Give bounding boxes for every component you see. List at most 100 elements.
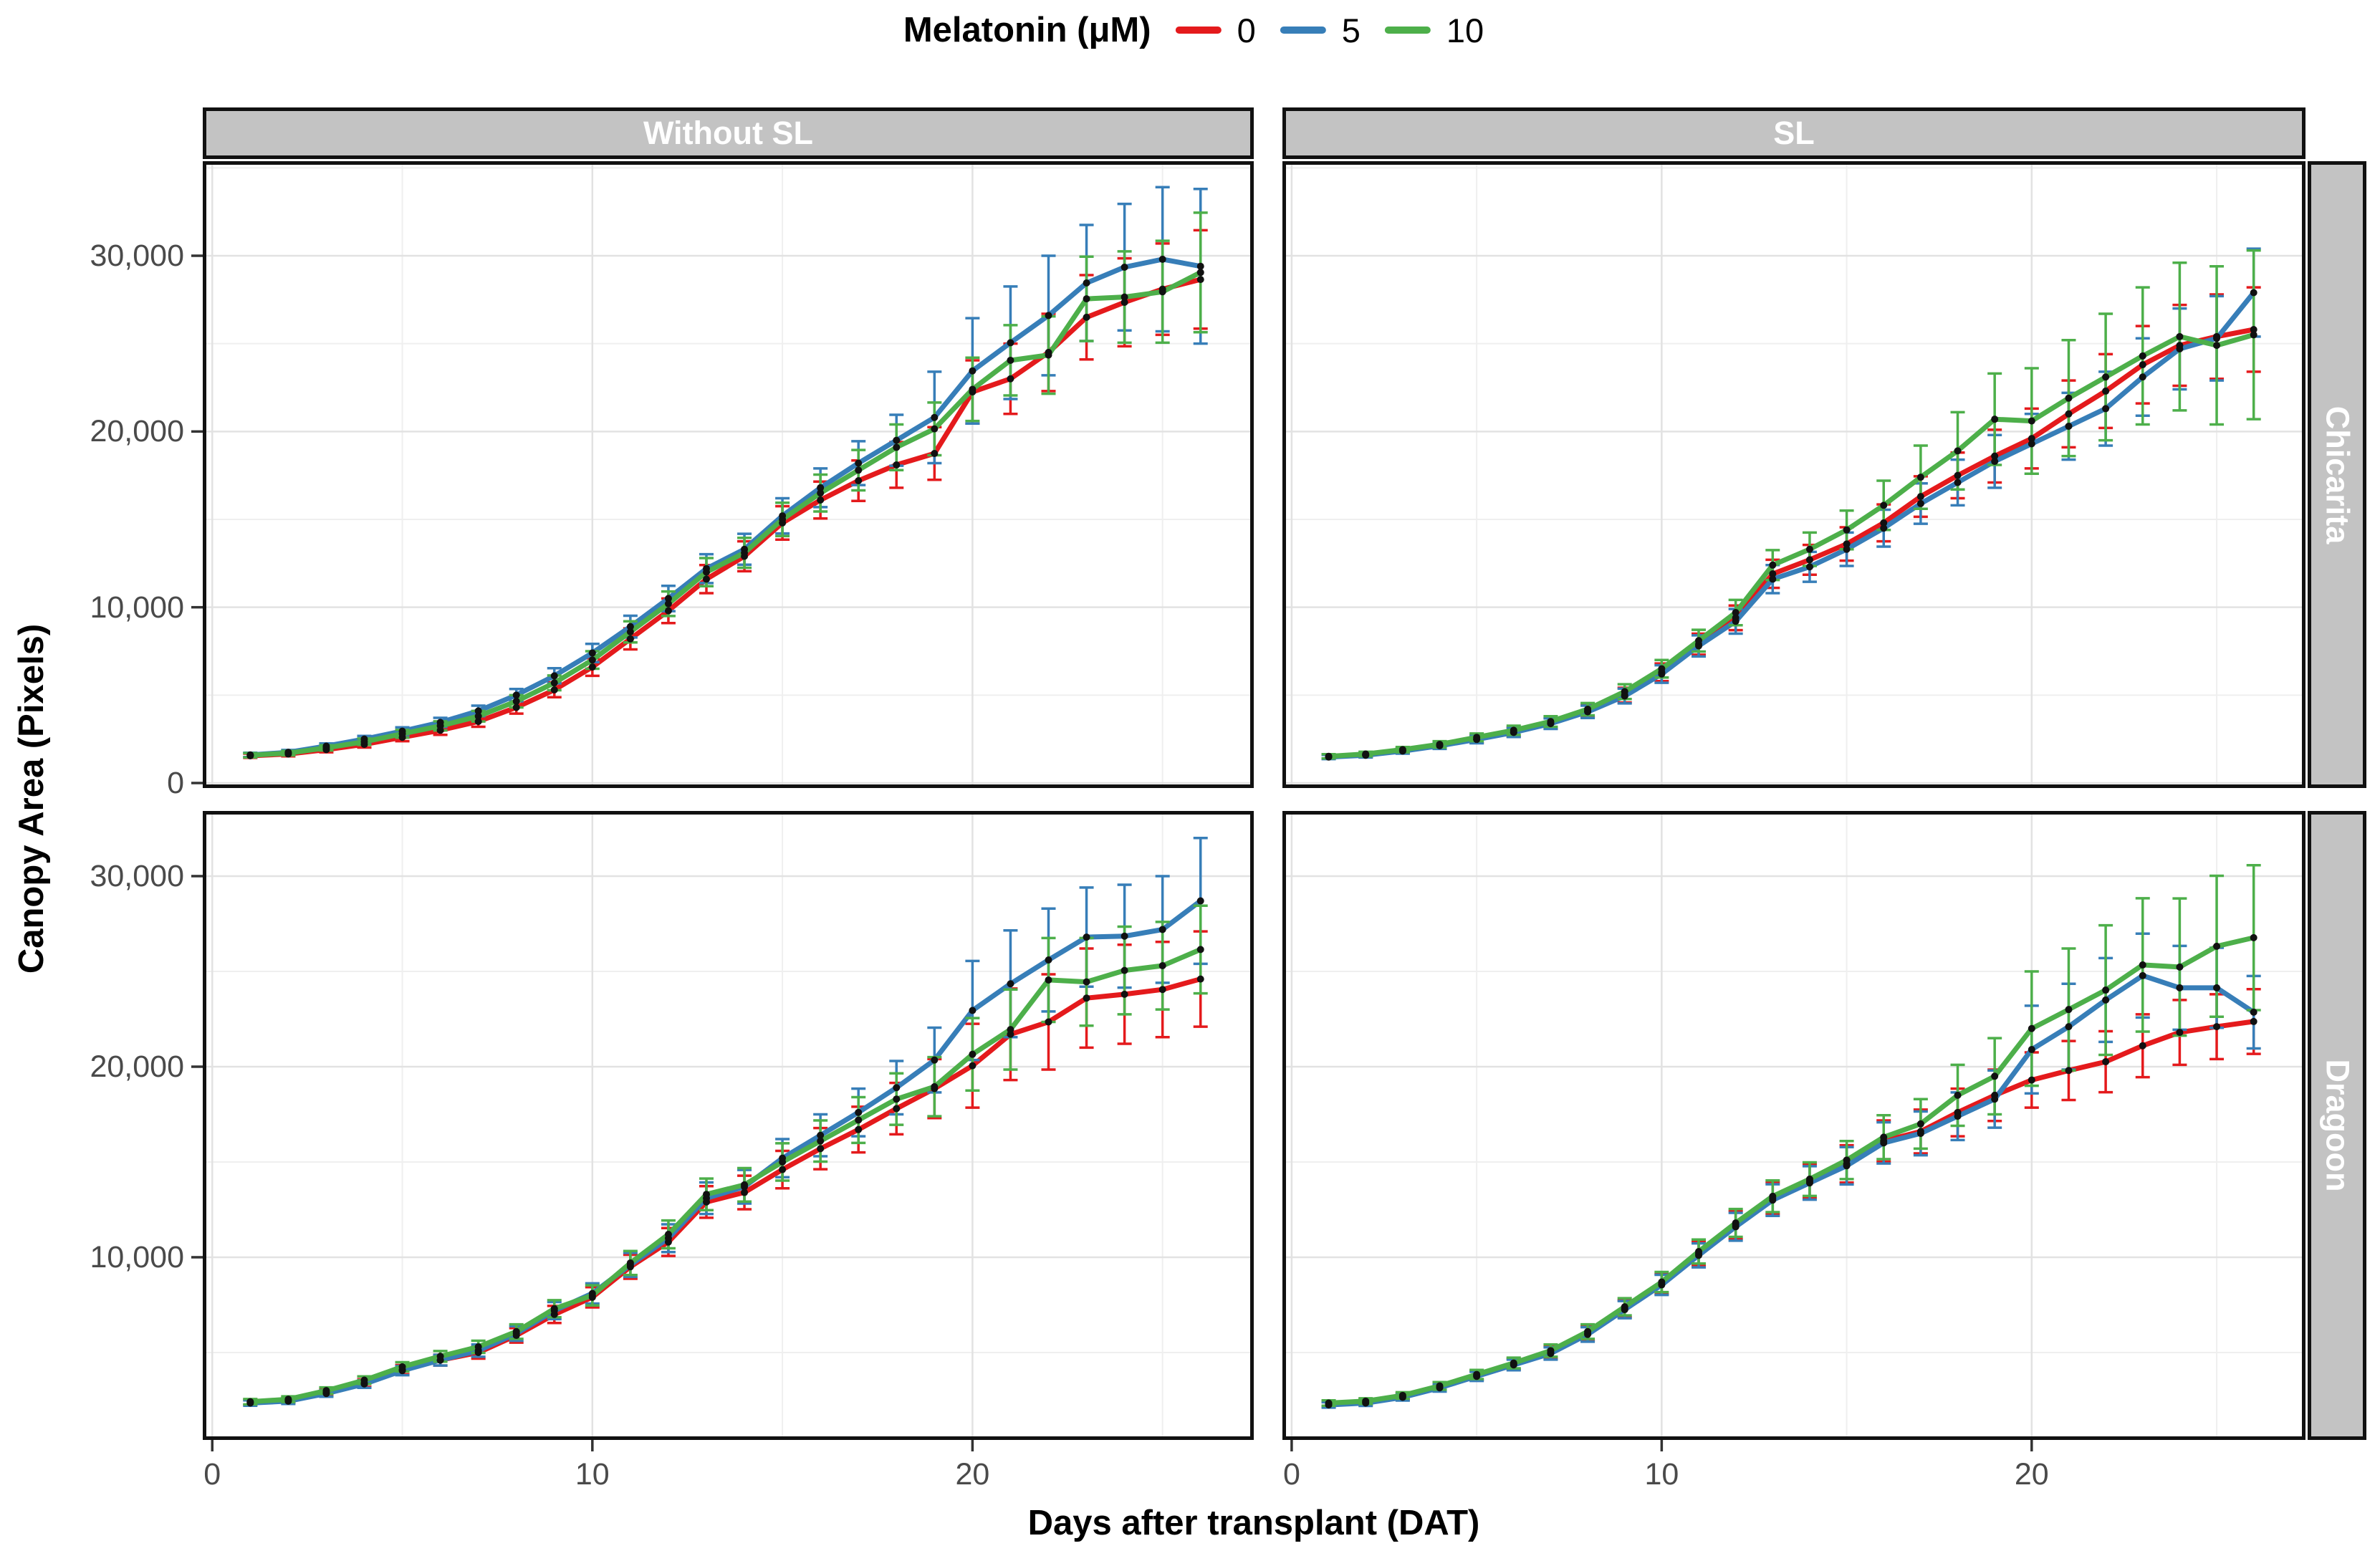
- series-line-5: [1326, 290, 2257, 760]
- data-point-5: [2028, 440, 2035, 448]
- data-point-10: [1007, 1026, 1014, 1034]
- data-point-0: [2065, 410, 2073, 418]
- data-point-5: [1991, 458, 1999, 466]
- data-point-10: [1880, 501, 1888, 509]
- facet-strip-label: SL: [1773, 115, 1815, 151]
- data-point-5: [2028, 1046, 2035, 1054]
- data-point-5: [817, 1131, 825, 1139]
- data-point-10: [1954, 447, 1962, 455]
- data-point-5: [2176, 345, 2184, 353]
- data-point-10: [2102, 373, 2110, 381]
- y-tick-label: 20,000: [90, 1049, 184, 1084]
- data-point-5: [1732, 618, 1740, 625]
- data-point-5: [1991, 1095, 1999, 1103]
- data-point-5: [1916, 499, 1924, 507]
- data-point-10: [1880, 1133, 1888, 1141]
- data-point-10: [2139, 352, 2146, 360]
- data-point-10: [284, 749, 292, 757]
- data-point-5: [2065, 1023, 2073, 1031]
- data-point-10: [1769, 1192, 1777, 1200]
- data-point-10: [360, 738, 368, 746]
- data-point-5: [855, 1108, 863, 1116]
- data-point-10: [2139, 961, 2146, 969]
- data-point-0: [779, 1166, 787, 1173]
- x-tick-label: 10: [1644, 1457, 1679, 1492]
- data-point-5: [893, 436, 901, 444]
- x-tick-label: 20: [955, 1457, 990, 1492]
- data-point-0: [1196, 276, 1204, 284]
- data-point-10: [1658, 1278, 1666, 1286]
- data-point-5: [969, 1007, 977, 1014]
- data-point-10: [1954, 1091, 1962, 1099]
- data-point-10: [588, 1292, 596, 1300]
- data-point-5: [2176, 984, 2184, 991]
- data-point-5: [512, 691, 520, 699]
- data-point-0: [1083, 313, 1090, 321]
- data-point-5: [474, 707, 482, 715]
- x-tick-label: 0: [203, 1457, 221, 1492]
- data-point-10: [436, 722, 444, 730]
- legend-item-label: 0: [1237, 11, 1256, 49]
- data-point-5: [1045, 312, 1052, 320]
- data-point-10: [855, 1116, 863, 1124]
- data-point-10: [1121, 966, 1128, 974]
- data-point-10: [512, 1327, 520, 1335]
- data-point-0: [2028, 1076, 2035, 1084]
- data-point-10: [1695, 637, 1703, 645]
- data-point-10: [817, 1137, 825, 1145]
- data-point-0: [1769, 570, 1777, 578]
- y-tick-label: 30,000: [90, 238, 184, 273]
- data-point-10: [1584, 705, 1592, 713]
- data-point-10: [1916, 1120, 1924, 1128]
- data-point-10: [398, 1363, 406, 1370]
- data-point-10: [1510, 726, 1517, 734]
- data-point-5: [931, 413, 939, 421]
- data-point-0: [2139, 1042, 2146, 1050]
- data-point-10: [2102, 986, 2110, 994]
- data-point-5: [855, 459, 863, 467]
- data-point-10: [1436, 741, 1444, 749]
- data-point-10: [2213, 342, 2221, 350]
- data-point-0: [2028, 435, 2035, 443]
- data-point-10: [360, 1376, 368, 1384]
- data-point-10: [2028, 417, 2035, 425]
- data-point-10: [1196, 269, 1204, 277]
- data-point-10: [1916, 474, 1924, 481]
- y-tick-label: 10,000: [90, 1239, 184, 1274]
- data-point-10: [284, 1396, 292, 1403]
- data-point-0: [1121, 990, 1128, 998]
- data-point-5: [550, 672, 558, 680]
- data-point-0: [702, 575, 710, 583]
- panel-border: [1282, 161, 2305, 788]
- data-point-0: [474, 718, 482, 726]
- data-point-0: [855, 477, 863, 485]
- data-point-10: [1843, 1156, 1851, 1164]
- y-tick-label: 30,000: [90, 858, 184, 893]
- data-point-0: [1880, 519, 1888, 527]
- legend-title: Melatonin (μM): [903, 11, 1151, 49]
- data-point-0: [664, 607, 672, 615]
- data-point-5: [1158, 255, 1166, 263]
- data-point-10: [1045, 351, 1052, 359]
- data-point-5: [1196, 897, 1204, 905]
- x-tick-label: 10: [575, 1457, 610, 1492]
- data-point-10: [969, 1050, 977, 1058]
- data-point-5: [1158, 926, 1166, 933]
- data-point-10: [1769, 561, 1777, 569]
- facet-strip-label: Without SL: [643, 115, 814, 151]
- data-point-10: [931, 1082, 939, 1090]
- data-point-10: [1007, 356, 1014, 364]
- data-point-10: [1547, 1347, 1555, 1355]
- data-point-5: [1805, 563, 1813, 571]
- facet-strip-col-without-sl: Without SL: [203, 107, 1254, 159]
- series-line-5: [247, 898, 1204, 1406]
- data-point-10: [1083, 295, 1090, 303]
- data-point-10: [741, 1181, 749, 1188]
- data-point-10: [1158, 288, 1166, 296]
- data-point-10: [1196, 946, 1204, 954]
- facet-strip-label: Dragoon: [2319, 1059, 2356, 1192]
- data-point-10: [741, 549, 749, 557]
- data-point-0: [626, 635, 634, 643]
- series-line-10: [247, 269, 1204, 758]
